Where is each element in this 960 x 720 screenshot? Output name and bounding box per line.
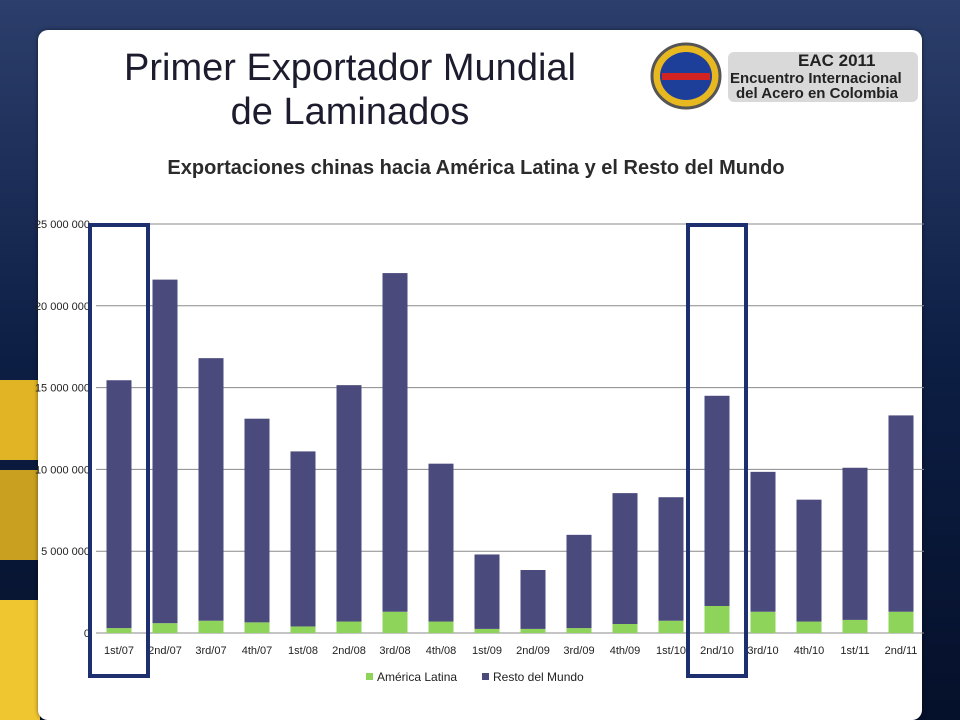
bar-resto-del-mundo: [658, 497, 684, 621]
legend: América Latina Resto del Mundo: [366, 670, 584, 684]
slide-title: Primer Exportador Mundial de Laminados: [95, 46, 605, 134]
legend-label-america-latina: América Latina: [377, 670, 457, 684]
logo-text-line1: EAC 2011: [798, 51, 876, 70]
x-tick-label: 1st/09: [472, 645, 502, 657]
x-tick-label: 1st/08: [288, 645, 318, 657]
bar-resto-del-mundo: [382, 273, 408, 612]
x-tick-label: 1st/07: [104, 645, 134, 657]
bar-america-latina: [658, 620, 684, 633]
bar-america-latina: [566, 628, 592, 633]
bar-resto-del-mundo: [704, 395, 730, 607]
logo-text-line2: Encuentro Internacional: [730, 70, 902, 87]
x-tick-label: 2nd/11: [885, 645, 918, 657]
legend-swatch-america-latina: [366, 673, 373, 680]
x-axis-ticks: 1st/07 2nd/07 3rd/07 4th/07 1st/08 2nd/08 3rd/…: [104, 645, 917, 657]
y-tick-label: 0: [84, 628, 90, 640]
bar-resto-del-mundo: [612, 493, 638, 625]
x-tick-label: 2nd/09: [516, 645, 550, 657]
bar-resto-del-mundo: [566, 534, 592, 629]
x-tick-label: 4th/08: [426, 645, 457, 657]
bar-resto-del-mundo: [106, 380, 132, 629]
bar-resto-del-mundo: [428, 463, 454, 622]
bar-resto-del-mundo: [474, 554, 500, 629]
x-tick-label: 2nd/07: [148, 645, 182, 657]
highlight-box: [686, 223, 748, 678]
x-tick-label: 3rd/07: [195, 645, 226, 657]
bar-resto-del-mundo: [842, 467, 868, 620]
gridlines: [96, 223, 924, 634]
bar-america-latina: [474, 628, 500, 633]
x-tick-label: 2nd/08: [332, 645, 366, 657]
eac-2011-logo: EAC 2011 Encuentro Internacional del Ace…: [650, 42, 918, 110]
highlight-box: [88, 223, 150, 678]
y-tick-label: 20 000 000: [35, 301, 90, 313]
y-tick-label: 15 000 000: [35, 383, 90, 395]
bar-resto-del-mundo: [888, 415, 914, 612]
bar-america-latina: [198, 620, 224, 633]
bar-resto-del-mundo: [796, 499, 822, 622]
bar-america-latina: [796, 621, 822, 633]
x-tick-label: 3rd/09: [563, 645, 594, 657]
bar-resto-del-mundo: [244, 418, 270, 623]
y-tick-label: 25 000 000: [35, 219, 90, 231]
bar-america-latina: [428, 621, 454, 633]
bar-america-latina: [382, 611, 408, 633]
slide-title-line2: de Laminados: [230, 91, 470, 133]
bar-resto-del-mundo: [290, 451, 316, 627]
bar-america-latina: [520, 628, 546, 633]
bar-america-latina: [336, 621, 362, 633]
bar-america-latina: [750, 611, 776, 633]
x-tick-label: 2nd/10: [700, 645, 734, 657]
bar-america-latina: [152, 623, 178, 633]
bar-america-latina: [244, 622, 270, 633]
bar-america-latina: [842, 619, 868, 633]
bar-resto-del-mundo: [198, 358, 224, 621]
slide-title-line1: Primer Exportador Mundial: [124, 47, 576, 89]
bars: [106, 273, 914, 633]
x-tick-label: 3rd/10: [747, 645, 778, 657]
y-tick-label: 10 000 000: [35, 464, 90, 476]
bar-america-latina: [704, 606, 730, 633]
bar-america-latina: [106, 628, 132, 633]
highlight-boxes: [88, 223, 748, 678]
x-tick-label: 4th/10: [794, 645, 825, 657]
chart-title: Exportaciones chinas hacia América Latin…: [167, 157, 785, 179]
bar-america-latina: [612, 624, 638, 633]
bar-resto-del-mundo: [750, 471, 776, 612]
bar-resto-del-mundo: [152, 279, 178, 624]
y-axis-ticks: 0 5 000 000 10 000 000 15 000 000 20 000 000…: [35, 219, 90, 640]
legend-swatch-resto-del-mundo: [482, 673, 489, 680]
bar-resto-del-mundo: [520, 570, 546, 629]
x-tick-label: 4th/07: [242, 645, 273, 657]
y-tick-label: 5 000 000: [41, 546, 90, 558]
bar-america-latina: [290, 626, 316, 633]
legend-label-resto-del-mundo: Resto del Mundo: [493, 670, 584, 684]
x-tick-label: 1st/11: [840, 645, 869, 657]
logo-text-line3: del Acero en Colombia: [736, 85, 899, 102]
x-tick-label: 4th/09: [610, 645, 641, 657]
bar-resto-del-mundo: [336, 385, 362, 622]
x-tick-label: 1st/10: [656, 645, 686, 657]
bar-america-latina: [888, 611, 914, 633]
x-tick-label: 3rd/08: [379, 645, 410, 657]
